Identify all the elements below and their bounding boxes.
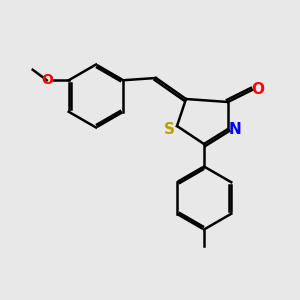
Text: O: O: [41, 73, 53, 87]
Text: N: N: [229, 122, 242, 136]
Text: S: S: [164, 122, 175, 136]
Text: O: O: [251, 82, 265, 98]
